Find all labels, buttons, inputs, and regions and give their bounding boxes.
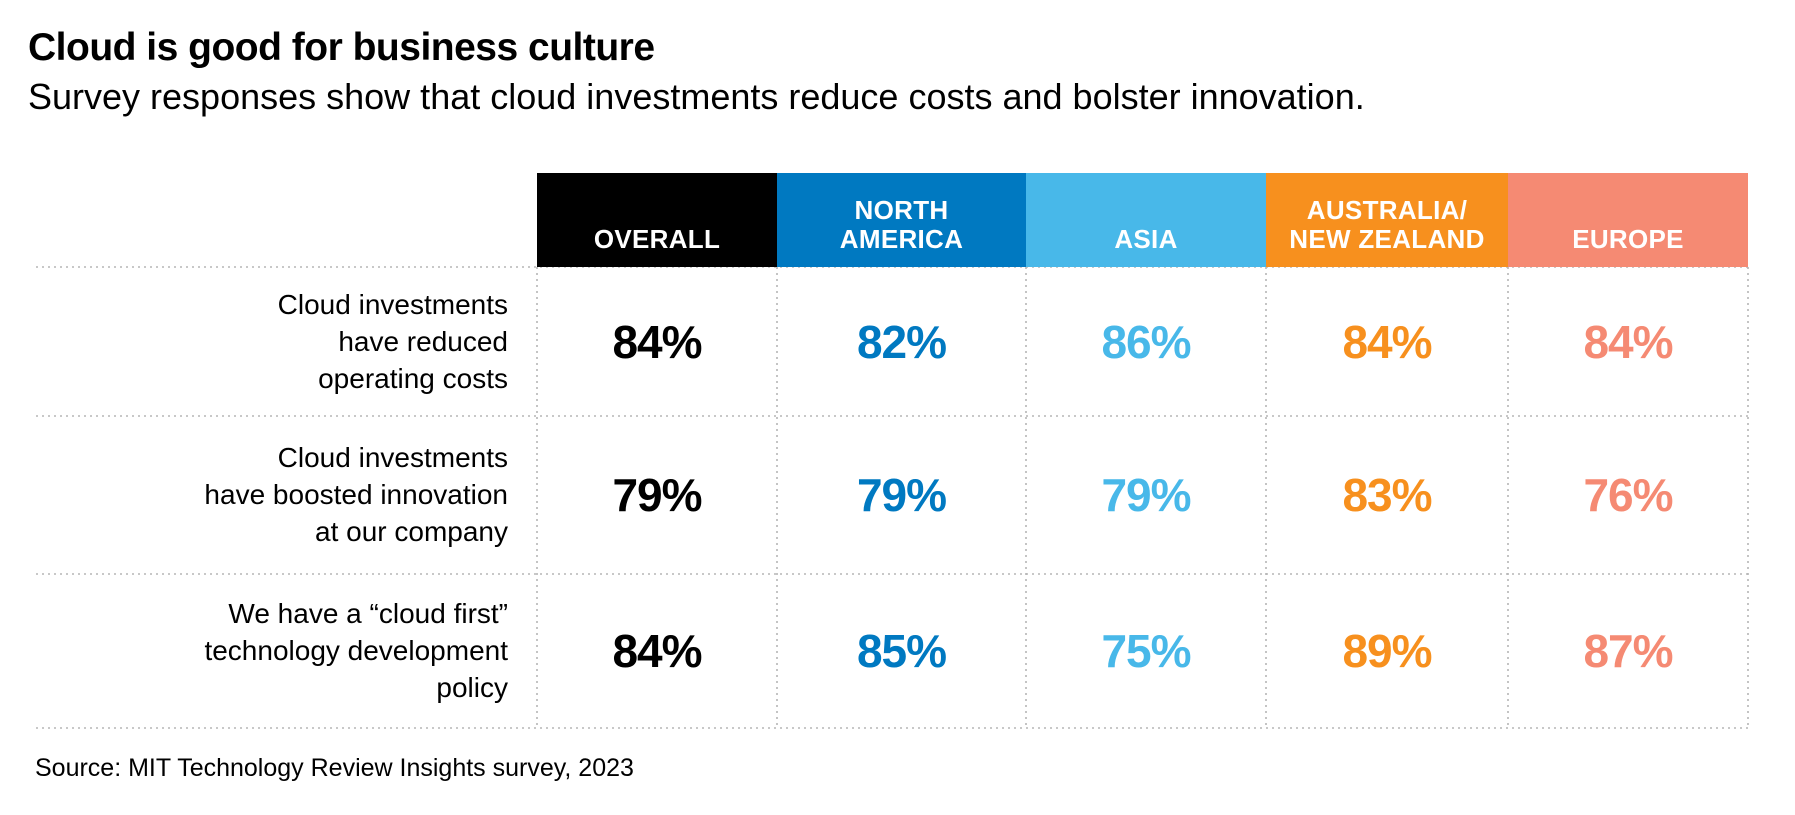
value-cell: 84% — [612, 315, 702, 368]
column-header-australia-nz: AUSTRALIA/ NEW ZEALAND — [1266, 173, 1508, 267]
source-note: Source: MIT Technology Review Insights s… — [35, 754, 634, 782]
column-header-north-america: NORTH AMERICA — [777, 173, 1026, 267]
value-cell: 83% — [1342, 469, 1432, 521]
value-cell: 87% — [1583, 625, 1673, 677]
value-cell: 84% — [612, 625, 702, 677]
row-label-cloud-first: We have a “cloud first” technology devel… — [204, 598, 508, 703]
value-cell: 76% — [1583, 469, 1673, 521]
value-cell: 79% — [1101, 469, 1191, 521]
page-subtitle: Survey responses show that cloud investm… — [28, 76, 1365, 117]
value-cell: 86% — [1101, 315, 1191, 368]
column-header-asia: ASIA — [1026, 173, 1266, 267]
row-label-boosted-innovation: Cloud investments have boosted innovatio… — [204, 442, 508, 547]
page-title: Cloud is good for business culture — [28, 26, 655, 69]
value-cell: 84% — [1583, 315, 1673, 368]
value-cell: 79% — [856, 469, 947, 521]
value-cell: 85% — [856, 625, 947, 677]
value-cell: 82% — [856, 315, 947, 368]
row-label-reduced-costs: Cloud investments have reduced operating… — [277, 288, 508, 394]
value-cell: 75% — [1101, 625, 1191, 677]
value-cell: 89% — [1342, 625, 1432, 677]
value-cell: 79% — [612, 469, 702, 521]
value-cell: 84% — [1342, 315, 1432, 368]
column-header-europe: EUROPE — [1508, 173, 1748, 267]
column-header-overall: OVERALL — [537, 173, 777, 267]
